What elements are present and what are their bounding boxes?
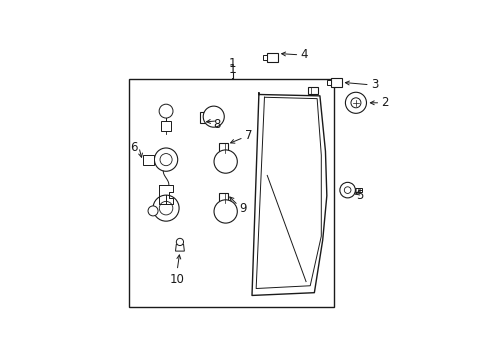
- Circle shape: [160, 154, 172, 166]
- Bar: [326, 80, 330, 85]
- Circle shape: [344, 187, 350, 193]
- Circle shape: [159, 201, 172, 215]
- Circle shape: [154, 148, 177, 171]
- Text: 5: 5: [356, 189, 363, 202]
- Circle shape: [350, 98, 360, 108]
- Text: 1: 1: [228, 63, 236, 76]
- Circle shape: [176, 238, 183, 246]
- Circle shape: [214, 200, 237, 223]
- Circle shape: [148, 206, 158, 216]
- Text: 9: 9: [239, 202, 246, 215]
- Bar: [128, 79, 333, 307]
- Text: 6: 6: [130, 141, 137, 154]
- Bar: [355, 188, 362, 192]
- Bar: [143, 155, 154, 165]
- Bar: [161, 121, 171, 131]
- Text: 8: 8: [213, 118, 221, 131]
- Circle shape: [345, 92, 366, 113]
- Bar: [219, 143, 228, 153]
- Text: 7: 7: [244, 129, 251, 142]
- Bar: [263, 55, 267, 60]
- Bar: [219, 193, 228, 203]
- Circle shape: [159, 104, 173, 118]
- Circle shape: [153, 195, 179, 221]
- Circle shape: [339, 183, 355, 198]
- Bar: [330, 78, 341, 87]
- Text: 4: 4: [300, 48, 307, 61]
- Bar: [307, 87, 317, 94]
- Text: 10: 10: [169, 273, 184, 286]
- Circle shape: [203, 106, 224, 127]
- Circle shape: [214, 150, 237, 173]
- Text: 3: 3: [370, 78, 378, 91]
- Text: 2: 2: [381, 96, 388, 109]
- Bar: [200, 112, 208, 123]
- Polygon shape: [175, 244, 184, 251]
- Bar: [267, 53, 277, 62]
- Text: 1: 1: [228, 57, 236, 69]
